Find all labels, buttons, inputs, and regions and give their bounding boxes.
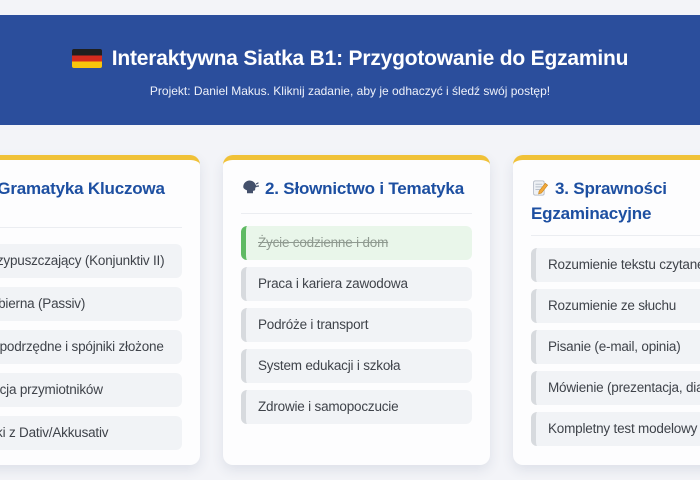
task-list-sprawnosci: Rozumienie tekstu czytanego Rozumienie z… [531,248,700,446]
card-divider [0,227,182,228]
task-item[interactable]: Tryb przypuszczający (Konjunktiv II) [0,244,182,278]
task-item[interactable]: Zdrowie i samopoczucie [241,390,472,424]
page-title: Interaktywna Siatka B1: Przygotowanie do… [111,46,629,70]
task-list-slownictwo: Życie codzienne i dom Praca i kariera za… [241,226,472,424]
task-item[interactable]: Strona bierna (Passiv) [0,287,182,321]
card-divider [241,213,472,214]
task-item[interactable]: Pisanie (e-mail, opinia) [531,330,700,364]
task-item[interactable]: Praca i kariera zawodowa [241,267,472,301]
card-gramatyka: 1. Gramatyka Kluczowa Tryb przypuszczają… [0,155,200,465]
task-list-gramatyka: Tryb przypuszczający (Konjunktiv II) Str… [0,244,182,450]
memo-icon [531,179,549,203]
task-item[interactable]: Mówienie (prezentacja, dialog) [531,371,700,405]
card-slownictwo: 2. Słownictwo i Tematyka Życie codzienne… [223,155,490,465]
cards-row: 1. Gramatyka Kluczowa Tryb przypuszczają… [0,155,700,465]
task-item[interactable]: Rozumienie tekstu czytanego [531,248,700,282]
task-item[interactable]: Deklinacja przymiotników [0,373,182,407]
card-slownictwo-title: 2. Słownictwo i Tematyka [241,178,472,203]
page-header: Interaktywna Siatka B1: Przygotowanie do… [0,15,700,125]
task-item-done[interactable]: Życie codzienne i dom [241,226,472,260]
card-divider [531,235,700,236]
task-item[interactable]: Rozumienie ze słuchu [531,289,700,323]
german-flag-icon [71,49,102,68]
card-slownictwo-title-text: 2. Słownictwo i Tematyka [265,179,464,198]
card-gramatyka-title: 1. Gramatyka Kluczowa [0,178,182,203]
card-sprawnosci-title-text: 3. Sprawności Egzaminacyjne [531,179,667,223]
task-item[interactable]: Przyimki z Dativ/Akkusativ [0,416,182,450]
task-item[interactable]: System edukacji i szkoła [241,349,472,383]
task-item[interactable]: Kompletny test modelowy B1 [531,412,700,446]
task-item[interactable]: Zdania podrzędne i spójniki złożone [0,330,182,364]
task-item[interactable]: Podróże i transport [241,308,472,342]
card-sprawnosci: 3. Sprawności Egzaminacyjne Rozumienie t… [513,155,700,465]
card-gramatyka-title-text: 1. Gramatyka Kluczowa [0,179,165,198]
speaking-head-icon [241,179,260,203]
card-sprawnosci-title: 3. Sprawności Egzaminacyjne [531,178,700,225]
page-subtitle: Projekt: Daniel Makus. Kliknij zadanie, … [149,83,551,98]
